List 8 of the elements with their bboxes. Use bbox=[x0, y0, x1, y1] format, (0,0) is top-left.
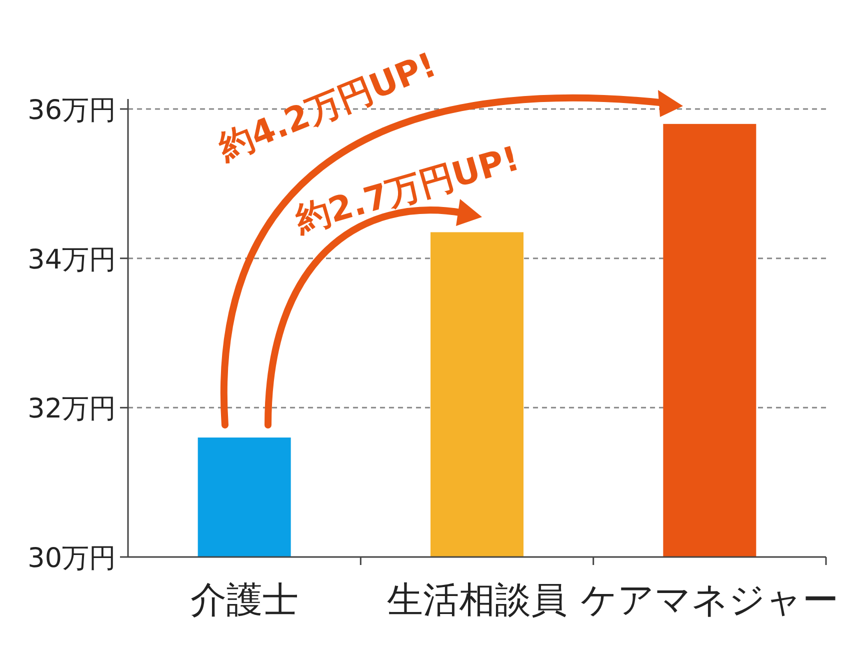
y-tick-label: 32万円 bbox=[28, 394, 116, 425]
y-tick-label: 36万円 bbox=[28, 95, 116, 126]
y-tick-label: 30万円 bbox=[28, 543, 116, 574]
y-tick-label: 34万円 bbox=[28, 244, 116, 276]
x-tick-label: 介護士 bbox=[190, 580, 298, 621]
annotation: 約2.7万円UP! bbox=[290, 138, 524, 241]
x-tick-label: ケアマネジャー bbox=[580, 580, 839, 621]
x-tick-label: 生活相談員 bbox=[387, 580, 567, 621]
